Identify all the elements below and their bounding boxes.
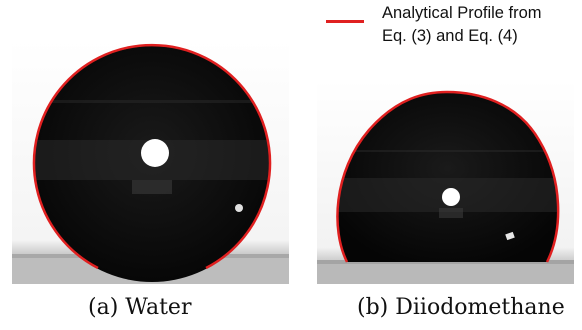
legend: Analytical Profile from Eq. (3) and Eq. …	[326, 0, 582, 60]
caption-water: (a) Water	[88, 295, 192, 320]
diiodomethane-droplet-image	[317, 80, 574, 284]
legend-label-line-2: Eq. (3) and Eq. (4)	[382, 27, 518, 45]
caption-diiodomethane: (b) Diiodomethane	[357, 295, 565, 320]
water-droplet-image	[12, 40, 289, 284]
legend-label-line-1: Analytical Profile from	[382, 4, 542, 22]
legend-label: Analytical Profile from Eq. (3) and Eq. …	[382, 2, 542, 48]
legend-red-line-swatch	[326, 20, 364, 23]
